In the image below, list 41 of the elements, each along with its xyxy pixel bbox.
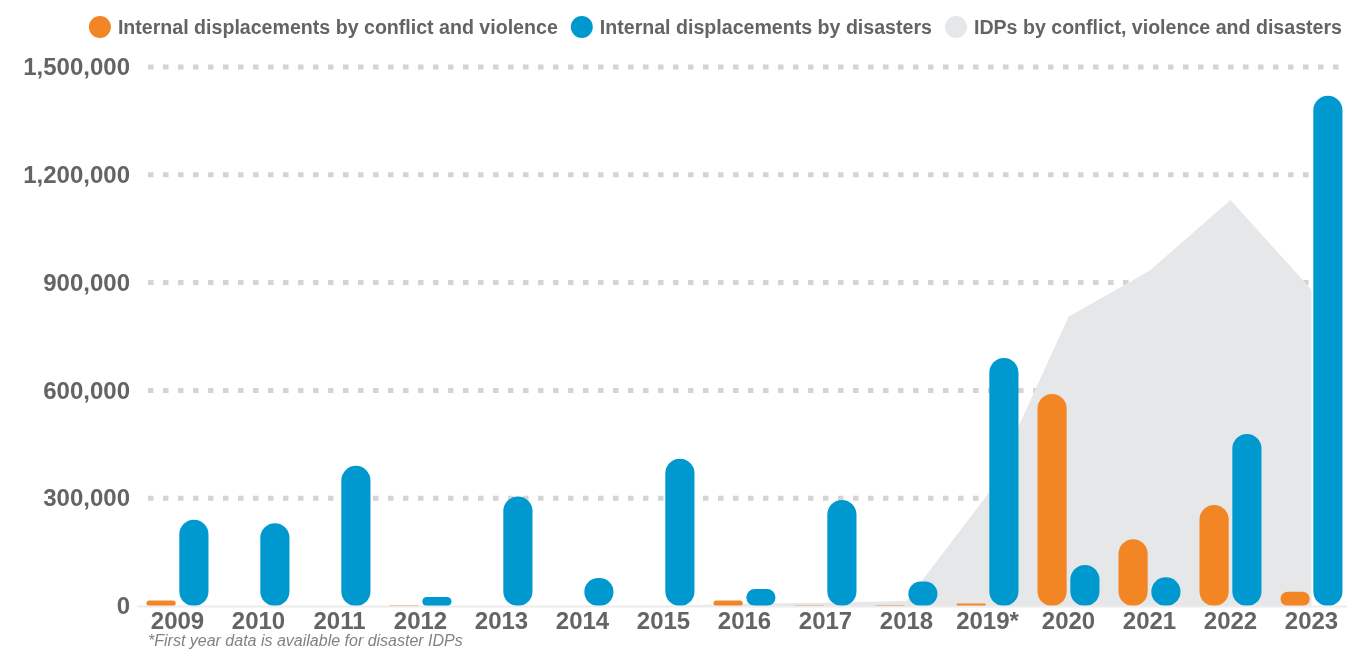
x-tick-label: 2016 — [717, 607, 772, 635]
bar — [341, 465, 371, 606]
bar — [1313, 95, 1343, 606]
x-tick-label: 2017 — [798, 607, 853, 635]
x-tick-label: 2011 — [313, 607, 366, 635]
bar — [260, 523, 290, 606]
bar — [146, 600, 176, 606]
x-tick-label: 2019* — [956, 607, 1020, 635]
y-tick-label: 0 — [116, 592, 130, 620]
x-tick-label: 2009 — [150, 607, 205, 635]
bar — [1037, 393, 1067, 606]
bar — [1118, 539, 1148, 606]
x-tick-label: 2014 — [555, 607, 610, 635]
legend-label: Internal displacements by disasters — [599, 15, 933, 38]
legend-label: IDPs by conflict, violence and disasters — [973, 15, 1343, 38]
bar — [422, 597, 452, 606]
y-tick-label: 600,000 — [43, 376, 130, 404]
y-tick-label: 1,500,000 — [23, 53, 130, 81]
y-tick-label: 1,200,000 — [23, 160, 130, 188]
bar — [179, 519, 209, 606]
x-tick-label: 2012 — [393, 607, 448, 635]
bar — [989, 358, 1019, 606]
bar — [665, 458, 695, 606]
text: *First year data is available for disaster IDPs — [148, 632, 463, 649]
bar — [1232, 433, 1262, 606]
x-tick-label: 2013 — [474, 607, 529, 635]
x-tick-label: 2015 — [636, 607, 691, 635]
x-tick-label: 2018 — [879, 607, 934, 635]
bar — [827, 500, 857, 606]
x-tick-label: 2010 — [231, 607, 286, 635]
bar — [1199, 505, 1229, 606]
x-tick-label: 2023 — [1284, 607, 1339, 635]
bar — [713, 600, 743, 606]
bar — [956, 603, 986, 606]
x-tick-label: 2020 — [1041, 607, 1096, 635]
y-tick-label: 900,000 — [43, 268, 130, 296]
bar — [503, 496, 533, 606]
legend-label: Internal displacements by conflict and violence — [117, 15, 558, 38]
x-tick-label: 2021 — [1122, 607, 1177, 635]
x-tick-label: 2022 — [1203, 607, 1258, 635]
y-tick-label: 300,000 — [43, 484, 130, 512]
